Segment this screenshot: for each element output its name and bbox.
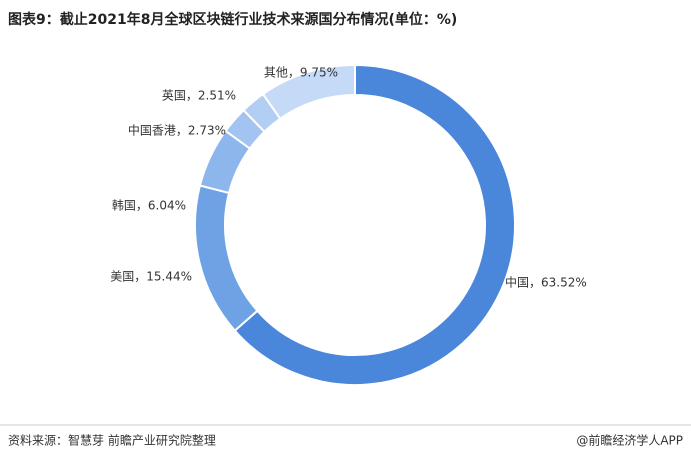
data-label: 中国，63.52% — [505, 275, 587, 290]
donut-slice — [233, 63, 516, 386]
credit: @前瞻经济学人APP — [576, 433, 683, 448]
chart-title: 图表9：截止2021年8月全球区块链行业技术来源国分布情况(单位：%) — [8, 11, 457, 28]
donut-slice — [261, 63, 356, 121]
data-label: 美国，15.44% — [110, 270, 192, 284]
data-label: 韩国，6.04% — [112, 198, 186, 213]
donut-slice — [194, 184, 259, 333]
data-label: 英国，2.51% — [162, 89, 236, 103]
data-label: 其他，9.75% — [264, 66, 338, 80]
source: 资料来源：智慧芽 前瞻产业研究院整理 — [8, 433, 216, 448]
data-label: 中国香港，2.73% — [128, 123, 226, 138]
